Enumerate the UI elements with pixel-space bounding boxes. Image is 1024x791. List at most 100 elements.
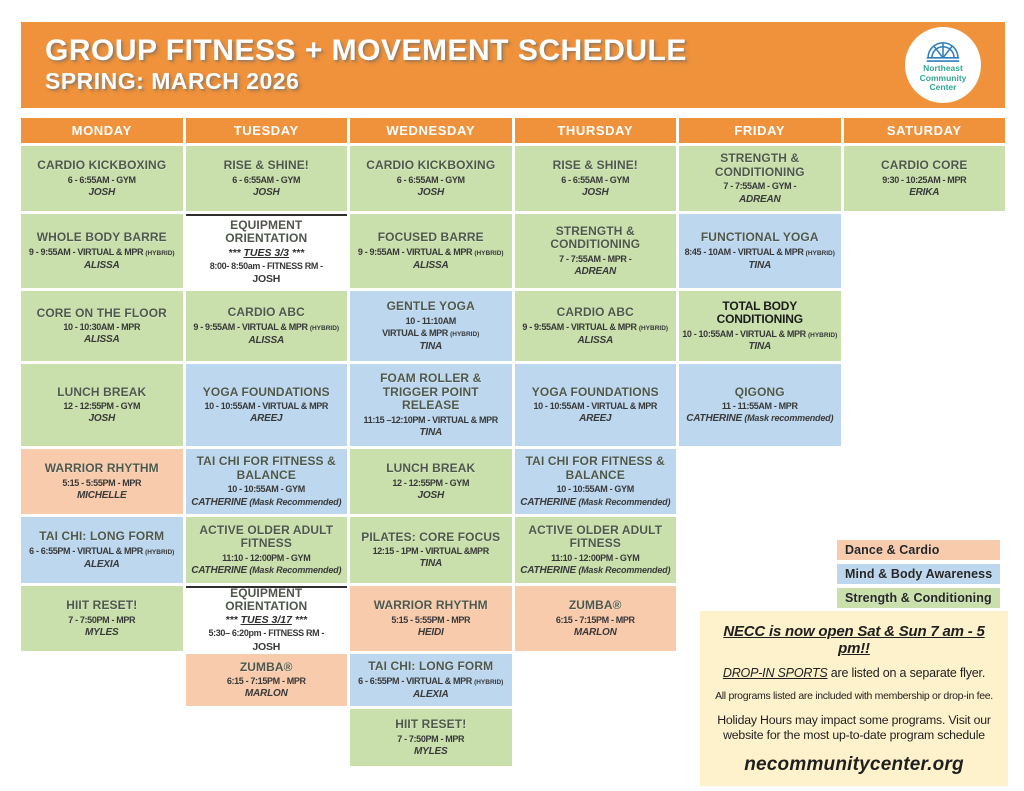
class-title: LUNCH BREAK (57, 384, 147, 399)
class-time-location: 5:30– 6:20pm - FITNESS RM - (208, 628, 325, 639)
legend: Dance & Cardio Mind & Body Awareness Stren… (837, 540, 1000, 612)
class-time-location: 10 - 10:55AM - VIRTUAL & MPR (HYBRID) (682, 328, 838, 339)
class-instructor: MYLES (85, 626, 119, 638)
notice-box: NECC is now open Sat & Sun 7 am - 5 pm!!… (700, 611, 1008, 786)
class-time-location: 11 - 11:55AM - MPR (721, 401, 798, 412)
class-cell: WARRIOR RHYTHM 5:15 - 5:55PM - MPR MICHE… (21, 449, 183, 514)
class-time-location: 7 - 7:50PM - MPR (397, 733, 465, 744)
class-instructor: JOSH (582, 186, 609, 198)
legend-strength-conditioning: Strength & Conditioning (837, 588, 1000, 608)
class-title: RISE & SHINE! (552, 158, 638, 173)
class-cell: CARDIO CORE 9:30 - 10:25AM - MPR ERIKA (843, 146, 1005, 211)
class-time-location: 5:15 - 5:55PM - MPR (62, 477, 142, 488)
class-time-location: 6 - 6:55PM - VIRTUAL & MPR (HYBRID) (358, 675, 504, 686)
class-title: YOGA FOUNDATIONS (531, 384, 659, 399)
legend-dance-cardio: Dance & Cardio (837, 540, 1000, 560)
class-cell: ZUMBA® 6:15 - 7:15PM - MPR MARLON (514, 586, 676, 651)
class-cell: CARDIO KICKBOXING 6 - 6:55AM - GYM JOSH (350, 146, 512, 211)
class-instructor: ALEXIA (84, 558, 120, 570)
class-cell: QIGONG 11 - 11:55AM - MPR CATHERINE (Mas… (679, 364, 841, 446)
class-time-location: 6 - 6:55AM - GYM (232, 174, 301, 185)
class-instructor: MARLON (573, 626, 617, 638)
class-title: LUNCH BREAK (386, 461, 476, 476)
class-instructor: AREEJ (250, 413, 283, 425)
class-instructor: JOSH (417, 489, 445, 501)
class-cell: WHOLE BODY BARRE 9 - 9:55AM - VIRTUAL & … (21, 214, 183, 288)
class-instructor: CATHERINE (Mask Recommended) (520, 565, 671, 576)
class-title: CORE ON THE FLOOR (36, 305, 167, 320)
class-instructor: MARLON (244, 688, 288, 700)
class-cell: ACTIVE OLDER ADULT FITNESS 11:10 - 12:00… (185, 517, 347, 583)
class-instructor: CATHERINE (Mask Recommended) (191, 496, 342, 508)
class-title: HIIT RESET! (66, 598, 138, 613)
class-time-location: 6:15 - 7:15PM - MPR (555, 614, 635, 625)
class-time-location: 6 - 6:55PM - VIRTUAL & MPR (HYBRID) (29, 545, 175, 556)
class-instructor: AREEJ (579, 413, 612, 425)
class-cell: CORE ON THE FLOOR 10 - 10:30AM - MPR ALI… (21, 291, 183, 361)
class-title: ACTIVE OLDER ADULT FITNESS (528, 522, 663, 551)
class-title: CARDIO KICKBOXING (37, 158, 167, 173)
class-session-note: *** TUES 3/17 *** (225, 614, 308, 627)
class-time-location: 9 - 9:55AM - VIRTUAL & MPR (HYBRID) (28, 246, 175, 257)
class-time-location: 7 - 7:55AM - MPR - (559, 253, 632, 264)
class-title: FOCUSED BARRE (377, 230, 484, 245)
class-time-location: 7 - 7:55AM - GYM - (723, 181, 797, 192)
class-title: RISE & SHINE! (223, 158, 309, 173)
class-cell: CARDIO ABC 9 - 9:55AM - VIRTUAL & MPR (H… (514, 291, 676, 361)
class-cell: LUNCH BREAK 12 - 12:55PM - GYM JOSH (21, 364, 183, 446)
class-cell: TOTAL BODY CONDITIONING 10 - 10:55AM - V… (679, 291, 841, 361)
schedule-grid: MONDAY TUESDAY WEDNESDAY THURSDAY FRIDAY SATU… (21, 118, 1005, 766)
class-instructor: JOSH (88, 413, 116, 425)
class-cell: HIIT RESET! 7 - 7:50PM - MPR MYLES (21, 586, 183, 651)
class-title: FUNCTIONAL YOGA (700, 230, 819, 245)
class-instructor: TINA (419, 558, 443, 570)
class-cell: TAI CHI: LONG FORM 6 - 6:55PM - VIRTUAL … (350, 654, 512, 706)
dropin-sports-label: DROP-IN SPORTS (722, 666, 828, 680)
class-time-location: 8:45 - 10AM - VIRTUAL & MPR (HYBRID) (684, 246, 835, 257)
class-cell: EQUIPMENT ORIENTATION *** TUES 3/3 *** 8… (185, 214, 347, 288)
class-cell: ZUMBA® 6:15 - 7:15PM - MPR MARLON (185, 654, 347, 706)
class-cell: CARDIO KICKBOXING 6 - 6:55AM - GYM JOSH (21, 146, 183, 211)
class-time-location: 12:15 - 1PM - VIRTUAL &MPR (372, 546, 490, 557)
class-time-location: 9 - 9:55AM - VIRTUAL & MPR (HYBRID) (357, 246, 504, 257)
class-instructor: JOSH (252, 640, 281, 651)
class-instructor: CATHERINE (Mask Recommended) (520, 496, 671, 508)
class-time-location: 11:10 - 12:00PM - GYM (551, 552, 640, 563)
day-header-tuesday: TUESDAY (185, 118, 347, 143)
class-cell: LUNCH BREAK 12 - 12:55PM - GYM JOSH (350, 449, 512, 514)
class-time-location: 8:00- 8:50am - FITNESS RM - (209, 260, 323, 271)
class-instructor: JOSH (417, 186, 445, 198)
class-time-location: 9 - 9:55AM - VIRTUAL & MPR (HYBRID) (193, 321, 340, 332)
class-instructor: CATHERINE (Mask recommended) (686, 413, 834, 425)
class-cell: TAI CHI FOR FITNESS & BALANCE 10 - 10:55… (185, 449, 347, 514)
class-cell: WARRIOR RHYTHM 5:15 - 5:55PM - MPR HEIDI (350, 586, 512, 651)
class-time-location: 10 - 10:55AM - VIRTUAL & MPR (533, 401, 658, 412)
class-instructor: CATHERINE (Mask Recommended) (191, 565, 342, 576)
header-banner: GROUP FITNESS + MOVEMENT SCHEDULE SPRING… (21, 22, 1005, 108)
class-cell: TAI CHI: LONG FORM 6 - 6:55PM - VIRTUAL … (21, 517, 183, 583)
class-title: TOTAL BODY CONDITIONING (716, 298, 803, 327)
class-title: ZUMBA® (568, 598, 622, 613)
class-cell: HIIT RESET! 7 - 7:50PM - MPR MYLES (350, 709, 512, 766)
class-title: WHOLE BODY BARRE (36, 230, 167, 245)
day-header-wednesday: WEDNESDAY (350, 118, 512, 143)
website-url: necommunitycenter.org (744, 753, 964, 775)
notice-programs: All programs listed are included with me… (715, 690, 993, 702)
class-title: STRENGTH & CONDITIONING (550, 223, 641, 252)
arch-window-icon (923, 37, 963, 64)
class-session-note: *** TUES 3/3 *** (228, 246, 305, 259)
class-title: WARRIOR RHYTHM (373, 598, 488, 613)
class-title: YOGA FOUNDATIONS (202, 384, 330, 399)
class-instructor: TINA (748, 259, 772, 271)
class-title: TAI CHI FOR FITNESS & BALANCE (525, 454, 665, 482)
class-title: GENTLE YOGA (386, 299, 475, 314)
class-title: CARDIO CORE (881, 158, 968, 173)
class-time-location: 6 - 6:55AM - GYM (561, 174, 630, 185)
class-title: ACTIVE OLDER ADULT FITNESS (199, 522, 334, 551)
class-cell: EQUIPMENT ORIENTATION *** TUES 3/17 *** … (185, 586, 347, 651)
class-time-location: 10 - 10:55AM - GYM (556, 484, 635, 495)
class-title: ZUMBA® (239, 659, 293, 674)
class-instructor: MICHELLE (76, 489, 127, 501)
class-instructor: TINA (419, 340, 443, 352)
